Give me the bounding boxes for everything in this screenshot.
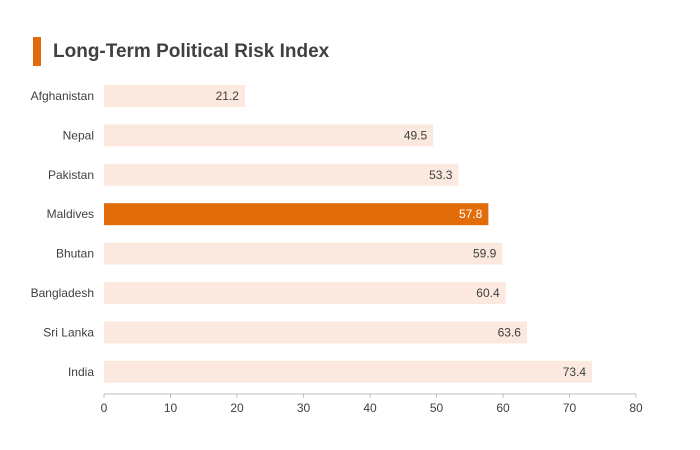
data-label: 73.4 xyxy=(563,365,587,379)
x-tick-label: 40 xyxy=(363,401,377,415)
title-block: Long-Term Political Risk Index xyxy=(33,37,329,66)
category-label: Sri Lanka xyxy=(43,325,94,339)
data-label: 49.5 xyxy=(404,128,428,142)
title-accent-bar xyxy=(33,37,41,66)
bar-sri-lanka xyxy=(104,321,527,344)
bar-pakistan xyxy=(104,163,459,186)
x-tick-label: 70 xyxy=(563,401,577,415)
bar-nepal xyxy=(104,124,434,147)
chart-title: Long-Term Political Risk Index xyxy=(53,40,330,62)
category-label: Nepal xyxy=(63,128,94,142)
category-label: Afghanistan xyxy=(31,89,94,103)
category-label: India xyxy=(68,365,94,379)
x-tick-label: 0 xyxy=(101,401,108,415)
data-label: 53.3 xyxy=(429,168,453,182)
bar-maldives xyxy=(104,203,489,226)
category-label: Bangladesh xyxy=(31,286,94,300)
data-label: 59.9 xyxy=(473,247,497,261)
x-tick-label: 80 xyxy=(629,401,643,415)
x-tick-label: 60 xyxy=(496,401,510,415)
data-label: 60.4 xyxy=(476,286,500,300)
bar-india xyxy=(104,360,593,383)
category-label: Bhutan xyxy=(56,247,94,261)
data-label: 21.2 xyxy=(216,89,240,103)
x-tick-label: 30 xyxy=(297,401,311,415)
bar-afghanistan xyxy=(104,85,245,107)
x-tick-label: 50 xyxy=(430,401,444,415)
category-label: Maldives xyxy=(47,207,94,221)
data-label: 57.8 xyxy=(459,207,483,221)
bar-bangladesh xyxy=(104,282,506,304)
x-tick-label: 20 xyxy=(230,401,244,415)
category-label: Pakistan xyxy=(48,168,94,182)
bar-bhutan xyxy=(104,242,503,265)
data-label: 63.6 xyxy=(498,325,522,339)
x-tick-label: 10 xyxy=(164,401,178,415)
